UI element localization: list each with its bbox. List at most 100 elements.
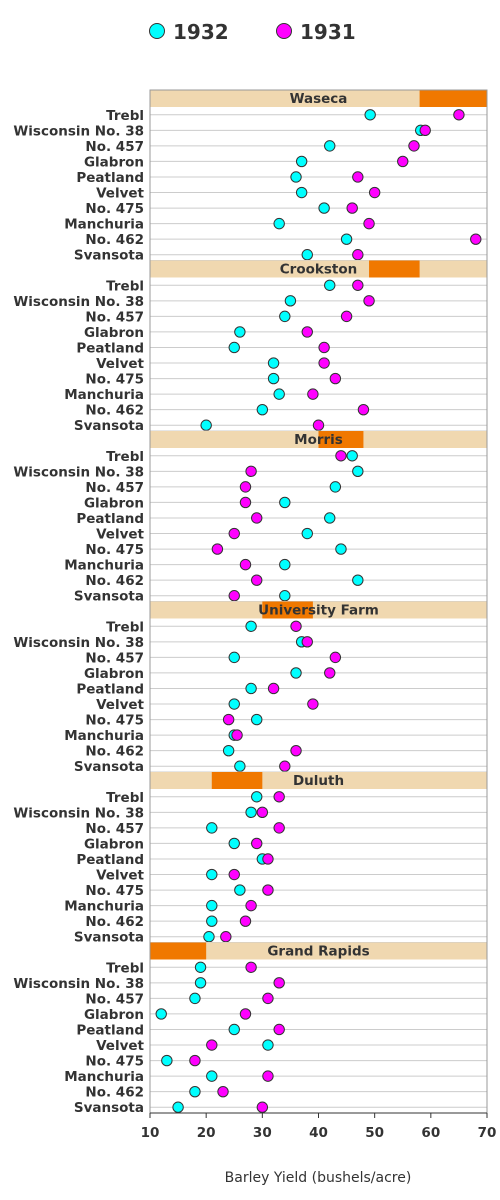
point-1931 [408, 140, 420, 152]
row-label: Velvet [96, 697, 144, 713]
point-1931 [301, 326, 313, 338]
point-1932 [279, 310, 291, 323]
row-label: Manchuria [64, 899, 144, 915]
panel-title: Morris [294, 432, 343, 448]
point-1932 [206, 899, 218, 912]
point-1932 [172, 1101, 184, 1113]
point-1932 [279, 558, 291, 571]
point-1932 [161, 1054, 173, 1067]
row-label: Svansota [74, 759, 144, 775]
point-1932 [234, 884, 246, 896]
point-1931 [307, 698, 319, 710]
strip-range-marker [211, 772, 263, 789]
point-1931 [324, 667, 336, 679]
row-label: Glabron [84, 154, 144, 170]
point-1931 [357, 403, 370, 416]
point-1931 [307, 388, 319, 400]
point-1931 [279, 760, 291, 772]
row-label: Svansota [74, 418, 144, 434]
legend-label-1932: 1932 [173, 20, 229, 44]
row-label: Manchuria [64, 387, 144, 403]
point-1931 [189, 1054, 201, 1067]
point-1931 [262, 1070, 274, 1082]
row-label: No. 475 [85, 372, 144, 388]
row-label: Velvet [96, 186, 144, 202]
point-1931 [352, 171, 364, 183]
row-label: Wisconsin No. 38 [13, 464, 144, 480]
point-1931 [211, 543, 224, 555]
strip-background [150, 601, 487, 619]
point-1932 [256, 403, 269, 416]
point-1932 [234, 326, 246, 338]
point-1932 [155, 1008, 167, 1020]
row-label: No. 457 [85, 309, 144, 325]
point-1931 [329, 651, 342, 664]
point-1932 [295, 186, 308, 199]
point-1931 [256, 806, 269, 819]
point-1932 [318, 202, 330, 214]
row-label: Peatland [76, 852, 144, 868]
point-1932 [228, 341, 240, 354]
row-label: Velvet [96, 356, 144, 372]
row-label: Trebl [106, 108, 144, 124]
row-label: No. 475 [85, 542, 144, 558]
point-1931 [239, 915, 252, 927]
row-label: Trebl [106, 449, 144, 465]
point-1932 [245, 682, 257, 695]
x-axis-title: Barley Yield (bushels/acre) [225, 1170, 412, 1186]
point-1932 [206, 822, 218, 834]
point-1931 [262, 853, 274, 865]
point-1931 [262, 884, 274, 896]
point-1931 [290, 744, 302, 757]
strip-range-marker [318, 431, 364, 448]
x-axis: 10 20 30 40 50 60 70 [141, 1112, 496, 1141]
point-1931 [273, 977, 285, 989]
point-1932 [194, 977, 207, 989]
point-1931 [239, 481, 252, 493]
point-1932 [189, 1085, 201, 1098]
strip-range-marker [150, 942, 207, 960]
point-1931 [251, 837, 263, 850]
row-label: Svansota [74, 589, 144, 605]
point-1932 [262, 1039, 274, 1051]
x-tick-label: 20 [197, 1125, 216, 1141]
point-1932 [194, 961, 207, 973]
row-label: No. 462 [85, 573, 144, 589]
point-1931 [273, 1023, 285, 1036]
row-label: Trebl [106, 790, 144, 806]
point-1931 [290, 620, 302, 632]
panel-title: Grand Rapids [267, 944, 369, 960]
point-1931 [239, 496, 252, 509]
legend-marker-1932 [149, 23, 165, 39]
point-1932 [203, 931, 215, 943]
row-label: Glabron [84, 666, 144, 682]
point-1931 [397, 155, 409, 168]
row-label: No. 475 [85, 201, 144, 217]
x-tick-label: 40 [309, 1125, 328, 1141]
row-label: Velvet [96, 1038, 144, 1054]
point-1932 [295, 155, 308, 168]
legend-label-1931: 1931 [300, 20, 356, 44]
row-label: Wisconsin No. 38 [13, 123, 144, 139]
point-1932 [234, 760, 246, 772]
point-1932 [267, 357, 280, 369]
point-1932 [301, 527, 313, 540]
point-1932 [200, 419, 212, 431]
legend-marker-1931 [276, 23, 292, 39]
row-label: No. 462 [85, 403, 144, 419]
point-1931 [217, 1085, 229, 1098]
point-1932 [267, 372, 280, 385]
point-1932 [251, 713, 263, 726]
point-1932 [251, 791, 263, 803]
point-1931 [352, 249, 364, 261]
point-1932 [228, 837, 240, 850]
point-1932 [273, 388, 285, 400]
point-1932 [324, 279, 336, 291]
panel-title: Duluth [293, 773, 344, 789]
row-label: Wisconsin No. 38 [13, 635, 144, 651]
point-1932 [324, 512, 336, 524]
point-1931 [228, 527, 240, 540]
